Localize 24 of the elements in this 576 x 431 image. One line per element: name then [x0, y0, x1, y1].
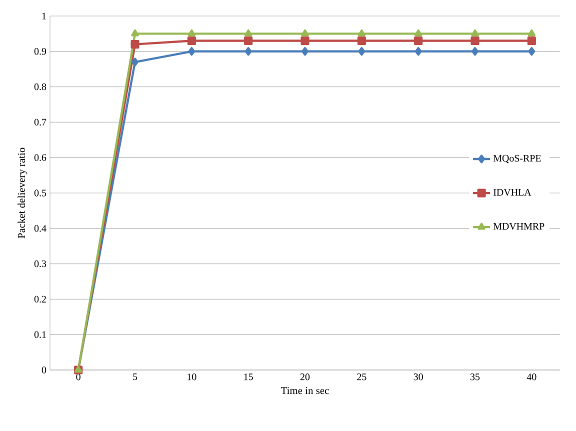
- x-tick-label: 35: [470, 374, 480, 380]
- y-tick-label: 0.5: [34, 190, 46, 196]
- x-tick-label: 20: [300, 374, 310, 380]
- y-tick-label: 1: [42, 12, 46, 20]
- x-tick-label: 10: [188, 374, 196, 380]
- y-tick-label: 0.8: [34, 83, 46, 90]
- y-tick-label: 0.1: [34, 331, 46, 338]
- y-tick-label: 0.6: [34, 154, 46, 161]
- x-tick-label: 15: [244, 374, 253, 380]
- y-tick-label: 0.7: [34, 118, 46, 126]
- legend-label: MQoS-RPE: [493, 154, 541, 164]
- x-tick-label: 25: [357, 374, 366, 380]
- legend-label: IDVHLA: [493, 189, 532, 196]
- x-tick-label: 5: [133, 374, 138, 380]
- y-axis-title: Packet delievery ratio: [18, 148, 28, 238]
- y-tick-label: 0.4: [34, 225, 46, 232]
- y-tick-label: 0.9: [34, 48, 46, 55]
- y-tick-label: 0.3: [34, 260, 46, 268]
- y-tick-label: 0: [42, 366, 46, 374]
- x-tick-label: 30: [414, 374, 423, 380]
- x-axis-title: Time in sec: [280, 387, 329, 394]
- y-tick-label: 0.2: [34, 296, 46, 303]
- x-tick-label: 40: [526, 374, 536, 380]
- legend-label: MDVHMRP: [493, 223, 544, 230]
